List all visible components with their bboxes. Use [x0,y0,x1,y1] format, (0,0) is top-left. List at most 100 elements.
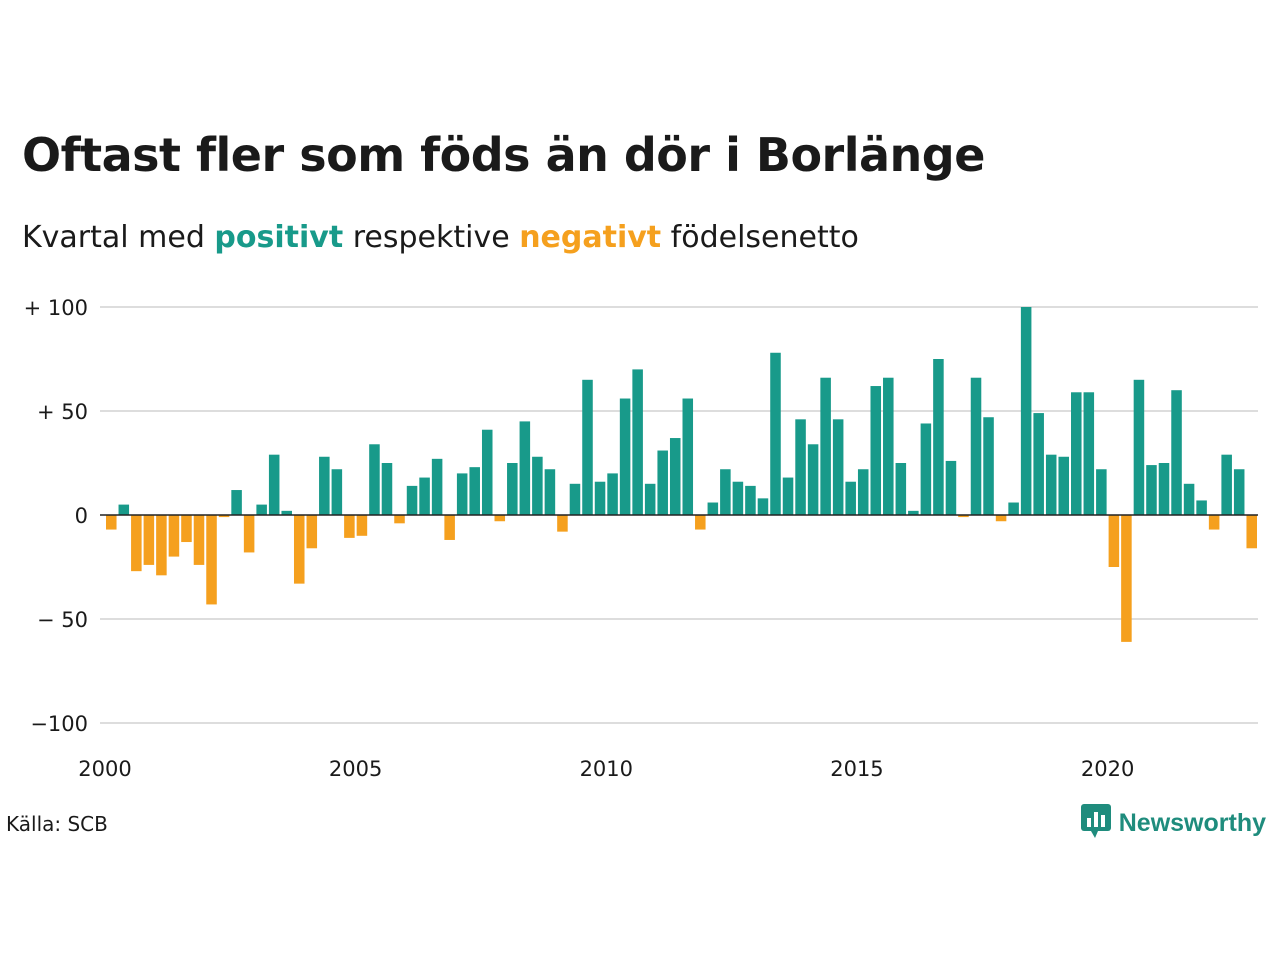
x-tick-label: 2010 [580,757,633,781]
chart-subtitle: Kvartal med positivt respektive negativt… [22,220,859,256]
bar [131,515,142,572]
bar [619,398,631,515]
bar [1208,515,1220,530]
bar [582,379,593,515]
bar [757,498,769,515]
bar [995,515,1007,522]
bar [469,467,480,515]
bar [908,510,919,515]
newsworthy-bar-chart-logo-icon [1080,804,1111,842]
source-note: Källa: SCB [6,812,108,836]
bar [807,444,819,515]
y-tick-label: −100 [30,712,88,736]
bar [293,515,305,584]
bar [632,369,643,515]
bar [444,515,455,540]
bar [168,515,180,557]
bar [419,477,430,515]
bar [1058,456,1070,515]
bar [682,398,694,515]
bar [281,510,292,515]
bar [782,477,794,515]
bar [431,458,443,515]
bar [369,444,380,515]
bar [1196,500,1207,515]
bar [181,515,192,543]
bar [1183,483,1195,515]
subtitle-middle: respektive [343,220,520,255]
bar [331,469,343,515]
y-tick-label: 0 [75,504,88,528]
bar [669,438,681,515]
bar [494,515,506,522]
bar [1071,392,1082,515]
bar [1171,390,1182,515]
bar [1133,379,1145,515]
bar [118,504,130,515]
x-tick-label: 2000 [78,757,131,781]
bar [657,450,668,515]
bar [356,515,368,536]
brand-name: Newsworthy [1118,808,1266,837]
bar [883,377,894,515]
bar [695,515,706,530]
bar [920,423,932,515]
bar [1233,469,1245,515]
subtitle-negative-word: negativt [519,220,662,255]
bar [344,515,355,538]
bar [106,515,117,530]
bar [481,429,493,515]
bar [231,490,242,515]
bar [720,469,731,515]
bar [970,377,982,515]
chart-title: Oftast fler som föds än dör i Borlänge [22,128,985,182]
x-tick-label: 2005 [329,757,382,781]
bar [1121,515,1132,642]
bar [795,419,806,515]
newsworthy-brand: Newsworthy [1080,804,1266,842]
bar [1108,515,1120,567]
bar [218,515,230,518]
bar-chart: + 100 + 50 0 − 50 −100 2000 2005 2010 2015 2020 [24,296,1258,781]
bar [958,515,969,518]
bar [1045,454,1057,515]
bar [1146,465,1157,515]
bar [732,481,744,515]
bar [1033,413,1044,515]
subtitle-positive-word: positivt [214,220,344,255]
bar [870,386,882,515]
bar [933,359,944,515]
bar [1221,454,1232,515]
bar [644,483,656,515]
bar [1158,463,1170,515]
bar [983,417,994,515]
y-tick-label: − 50 [37,608,88,632]
bar [832,419,844,515]
bar [707,502,719,515]
bar [1096,469,1107,515]
y-tick-label: + 50 [37,400,88,424]
bar [381,463,393,515]
bar [143,515,155,565]
bar [1020,307,1032,515]
bar [594,481,606,515]
x-tick-label: 2015 [830,757,883,781]
bar [268,454,280,515]
bar [1246,515,1257,549]
bar [319,456,330,515]
bar [507,463,518,515]
bar [820,377,831,515]
bar [456,473,468,515]
bar [945,460,957,515]
bar [557,515,568,532]
x-tick-label: 2020 [1081,757,1134,781]
bar [770,352,781,515]
bar [745,485,756,515]
bar [569,483,581,515]
bar [406,485,418,515]
bar [845,481,856,515]
bar [895,463,907,515]
bar [532,456,543,515]
subtitle-suffix: födelsenetto [661,220,859,255]
bar [243,515,255,553]
